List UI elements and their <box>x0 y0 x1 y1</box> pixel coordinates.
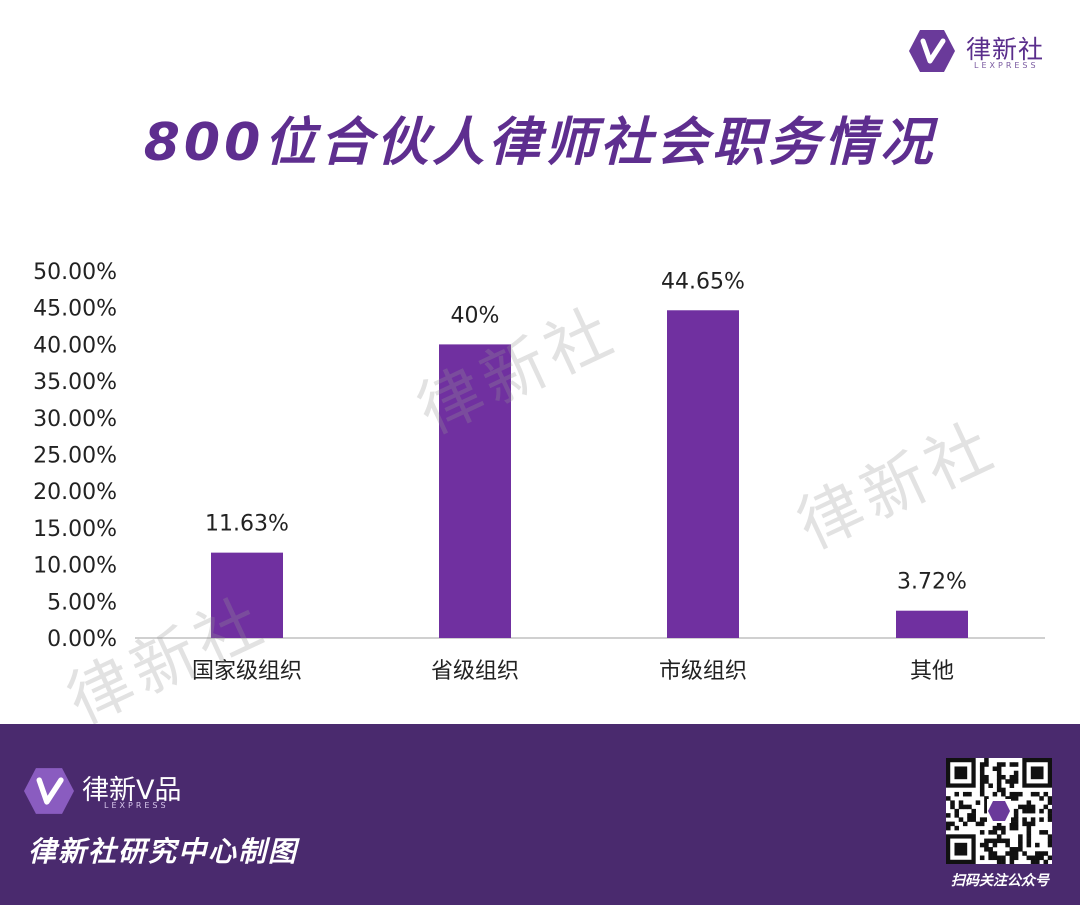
y-tick-label: 25.00% <box>33 444 117 469</box>
qr-caption: 扫码关注公众号 <box>951 873 1049 889</box>
chart-title: 800位合伙人律师社会职务情况 <box>143 113 937 173</box>
footer-band: 律新V品 LEXPRESS 律新社研究中心制图 扫码关注公众号 <box>0 724 1080 905</box>
qr-code-icon <box>946 758 1053 865</box>
product-sub: LEXPRESS <box>104 801 169 810</box>
data-label: 44.65% <box>661 269 745 294</box>
y-tick-label: 35.00% <box>33 370 117 395</box>
y-tick-label: 0.00% <box>47 627 117 652</box>
footer-caption: 律新社研究中心制图 <box>28 835 299 868</box>
brand-hex-icon <box>909 30 955 72</box>
data-label: 11.63% <box>205 512 289 537</box>
bar-chart: 0.00% 5.00% 10.00% 15.00% 20.00% 25.00% 30.00%… <box>33 260 1045 684</box>
category-label: 省级组织 <box>431 659 519 684</box>
y-tick-label: 30.00% <box>33 407 117 432</box>
qr-code[interactable] <box>946 758 1053 865</box>
bar <box>896 610 968 638</box>
data-label: 40% <box>451 303 500 328</box>
product-name: 律新V品 <box>82 775 182 806</box>
bar <box>667 310 739 638</box>
y-tick-label: 5.00% <box>47 590 117 615</box>
y-tick-label: 40.00% <box>33 333 117 358</box>
bar <box>211 552 283 638</box>
product-hex-icon <box>24 768 74 814</box>
brand-logo: 律新社 LEXPRESS <box>908 28 1058 76</box>
bar <box>439 344 511 638</box>
y-tick-label: 50.00% <box>33 260 117 285</box>
y-tick-label: 10.00% <box>33 554 117 579</box>
category-label: 其他 <box>910 659 954 684</box>
category-label: 市级组织 <box>659 659 747 684</box>
category-label: 国家级组织 <box>192 659 302 684</box>
y-tick-label: 20.00% <box>33 480 117 505</box>
y-tick-label: 15.00% <box>33 517 117 542</box>
brand-sub: LEXPRESS <box>974 61 1039 70</box>
y-tick-label: 45.00% <box>33 297 117 322</box>
data-label: 3.72% <box>897 570 967 595</box>
brand-name: 律新社 <box>966 35 1045 64</box>
